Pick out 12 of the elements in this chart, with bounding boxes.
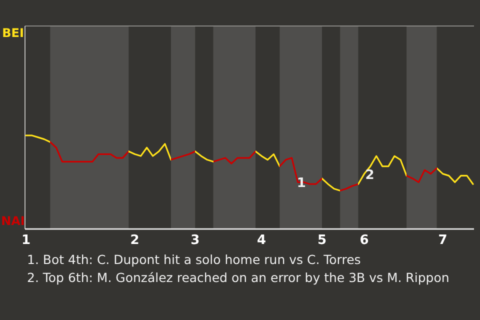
x-tick-label: 4 [257,233,266,248]
annotation: 2 [365,168,374,183]
text: 2. Top 6th: M. González reached on an error by the 3B vs M. Rippon [27,270,450,285]
x-tick-label: 5 [317,233,327,248]
text: NAI [1,214,25,228]
text: BEI [2,26,24,40]
x-tick-label: 3 [190,233,200,248]
x-tick-label: 7 [438,233,448,248]
x-tick-label: 1 [21,233,31,248]
text: 1. Bot 4th: C. Dupont hit a solo home run vs C. Torres [27,252,361,267]
x-tick-label: 2 [130,233,140,248]
x-tick-label: 6 [360,233,369,248]
